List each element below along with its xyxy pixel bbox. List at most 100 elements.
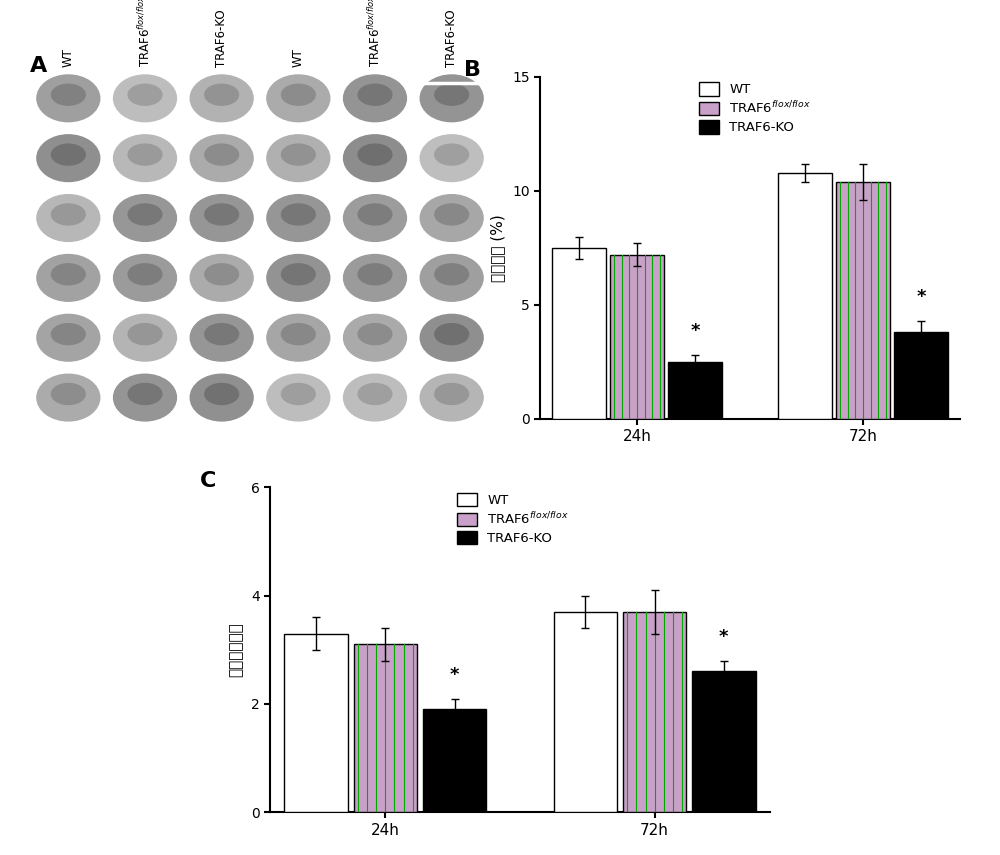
Ellipse shape	[114, 195, 176, 241]
Ellipse shape	[205, 264, 239, 285]
Ellipse shape	[51, 144, 85, 165]
Ellipse shape	[281, 324, 315, 345]
Ellipse shape	[344, 255, 406, 301]
Ellipse shape	[281, 204, 315, 225]
Ellipse shape	[344, 315, 406, 361]
Text: TRAF6-KO: TRAF6-KO	[215, 9, 228, 67]
Ellipse shape	[114, 135, 176, 181]
Ellipse shape	[205, 204, 239, 225]
Bar	[610, 255, 664, 419]
Ellipse shape	[358, 85, 392, 105]
Legend: WT, TRAF6$^{flox/flox}$, TRAF6-KO: WT, TRAF6$^{flox/flox}$, TRAF6-KO	[452, 487, 574, 551]
Ellipse shape	[190, 315, 253, 361]
Ellipse shape	[267, 195, 330, 241]
Text: *: *	[690, 321, 700, 339]
Bar	[552, 248, 606, 419]
Ellipse shape	[435, 85, 469, 105]
Ellipse shape	[205, 85, 239, 105]
Ellipse shape	[205, 144, 239, 165]
Ellipse shape	[37, 75, 100, 121]
Text: TRAF6$^{flox/flox}$: TRAF6$^{flox/flox}$	[367, 0, 383, 67]
Ellipse shape	[128, 324, 162, 345]
Ellipse shape	[420, 135, 483, 181]
Ellipse shape	[190, 75, 253, 121]
Bar	[354, 645, 417, 812]
Bar	[894, 333, 948, 419]
Ellipse shape	[344, 374, 406, 421]
Ellipse shape	[420, 195, 483, 241]
Ellipse shape	[435, 324, 469, 345]
Text: *: *	[719, 628, 729, 646]
Ellipse shape	[344, 195, 406, 241]
Ellipse shape	[114, 315, 176, 361]
Ellipse shape	[128, 144, 162, 165]
Ellipse shape	[267, 75, 330, 121]
Ellipse shape	[435, 384, 469, 404]
Ellipse shape	[420, 374, 483, 421]
Ellipse shape	[114, 75, 176, 121]
Ellipse shape	[205, 324, 239, 345]
Y-axis label: 神经功能评分: 神经功能评分	[229, 622, 244, 677]
Ellipse shape	[51, 264, 85, 285]
Ellipse shape	[267, 374, 330, 421]
Text: TRAF6-KO: TRAF6-KO	[445, 9, 458, 67]
Ellipse shape	[190, 255, 253, 301]
Ellipse shape	[358, 384, 392, 404]
Ellipse shape	[267, 135, 330, 181]
Bar	[554, 612, 617, 812]
Text: *: *	[916, 287, 926, 305]
Text: WT: WT	[292, 48, 305, 67]
Ellipse shape	[435, 144, 469, 165]
Y-axis label: 梗死体积 (%): 梗死体积 (%)	[490, 214, 505, 282]
Ellipse shape	[190, 135, 253, 181]
Bar	[836, 182, 890, 419]
Ellipse shape	[420, 315, 483, 361]
Ellipse shape	[358, 324, 392, 345]
Ellipse shape	[358, 144, 392, 165]
Legend: WT, TRAF6$^{flox/flox}$, TRAF6-KO: WT, TRAF6$^{flox/flox}$, TRAF6-KO	[694, 77, 816, 139]
Bar	[284, 634, 348, 812]
Ellipse shape	[37, 315, 100, 361]
Bar	[778, 173, 832, 419]
Ellipse shape	[420, 75, 483, 121]
Ellipse shape	[435, 204, 469, 225]
Ellipse shape	[281, 85, 315, 105]
Bar	[668, 362, 722, 419]
Text: B: B	[464, 60, 481, 80]
Ellipse shape	[281, 264, 315, 285]
Ellipse shape	[281, 384, 315, 404]
Ellipse shape	[51, 384, 85, 404]
Ellipse shape	[358, 204, 392, 225]
Bar	[692, 671, 756, 812]
Ellipse shape	[51, 85, 85, 105]
Ellipse shape	[344, 75, 406, 121]
Ellipse shape	[281, 144, 315, 165]
Text: WT: WT	[62, 48, 75, 67]
Ellipse shape	[420, 255, 483, 301]
Text: C: C	[200, 471, 216, 491]
Ellipse shape	[267, 315, 330, 361]
Ellipse shape	[51, 204, 85, 225]
Text: TRAF6$^{flox/flox}$: TRAF6$^{flox/flox}$	[137, 0, 153, 67]
Ellipse shape	[358, 264, 392, 285]
Ellipse shape	[128, 384, 162, 404]
Text: A: A	[30, 56, 47, 75]
Ellipse shape	[37, 255, 100, 301]
Ellipse shape	[37, 374, 100, 421]
Ellipse shape	[114, 374, 176, 421]
Bar	[423, 710, 486, 812]
Ellipse shape	[37, 195, 100, 241]
Ellipse shape	[190, 374, 253, 421]
Bar	[623, 612, 686, 812]
Ellipse shape	[128, 85, 162, 105]
Ellipse shape	[190, 195, 253, 241]
Ellipse shape	[37, 135, 100, 181]
Ellipse shape	[128, 264, 162, 285]
Ellipse shape	[267, 255, 330, 301]
Ellipse shape	[435, 264, 469, 285]
Ellipse shape	[114, 255, 176, 301]
Ellipse shape	[205, 384, 239, 404]
Text: *: *	[450, 666, 459, 684]
Ellipse shape	[51, 324, 85, 345]
Ellipse shape	[344, 135, 406, 181]
